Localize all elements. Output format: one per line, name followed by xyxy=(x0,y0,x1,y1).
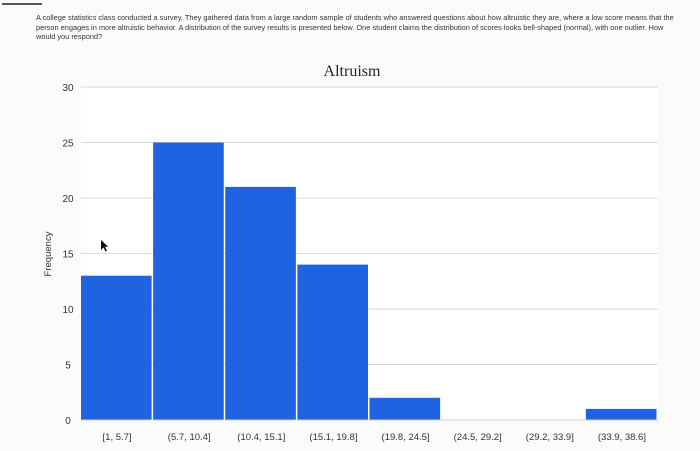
histogram-bar xyxy=(297,264,368,420)
y-tick-label: 30 xyxy=(62,83,74,94)
y-tick-label: 20 xyxy=(62,194,74,205)
cursor-icon xyxy=(101,240,109,252)
histogram-bar xyxy=(153,142,224,420)
histogram-bar xyxy=(585,408,657,420)
x-tick-label: (33.9, 38.6] xyxy=(598,432,646,443)
y-tick-label: 0 xyxy=(65,416,71,427)
x-tick-label: (19.8, 24.5] xyxy=(382,432,430,443)
divider xyxy=(2,3,42,5)
y-tick-label: 10 xyxy=(62,305,74,316)
y-tick-label: 5 xyxy=(65,361,71,372)
x-tick-label: [1, 5.7] xyxy=(103,432,132,443)
y-axis-label: Frequency xyxy=(43,231,54,276)
x-tick-label: (5.7, 10.4] xyxy=(168,432,211,443)
question-text: A college statistics class conducted a s… xyxy=(36,13,674,42)
chart-title: Altruism xyxy=(324,63,381,80)
y-tick-label: 15 xyxy=(62,250,74,261)
y-tick-label: 25 xyxy=(62,139,74,150)
histogram-bar xyxy=(81,275,152,420)
x-tick-label: (24.5, 29.2] xyxy=(454,432,502,443)
x-tick-label: (29.2, 33.9] xyxy=(526,432,574,443)
x-tick-label: (10.4, 15.1] xyxy=(237,432,285,443)
histogram-bar xyxy=(369,397,441,420)
x-tick-label: (15.1, 19.8] xyxy=(309,432,357,443)
histogram-bar xyxy=(225,186,296,420)
